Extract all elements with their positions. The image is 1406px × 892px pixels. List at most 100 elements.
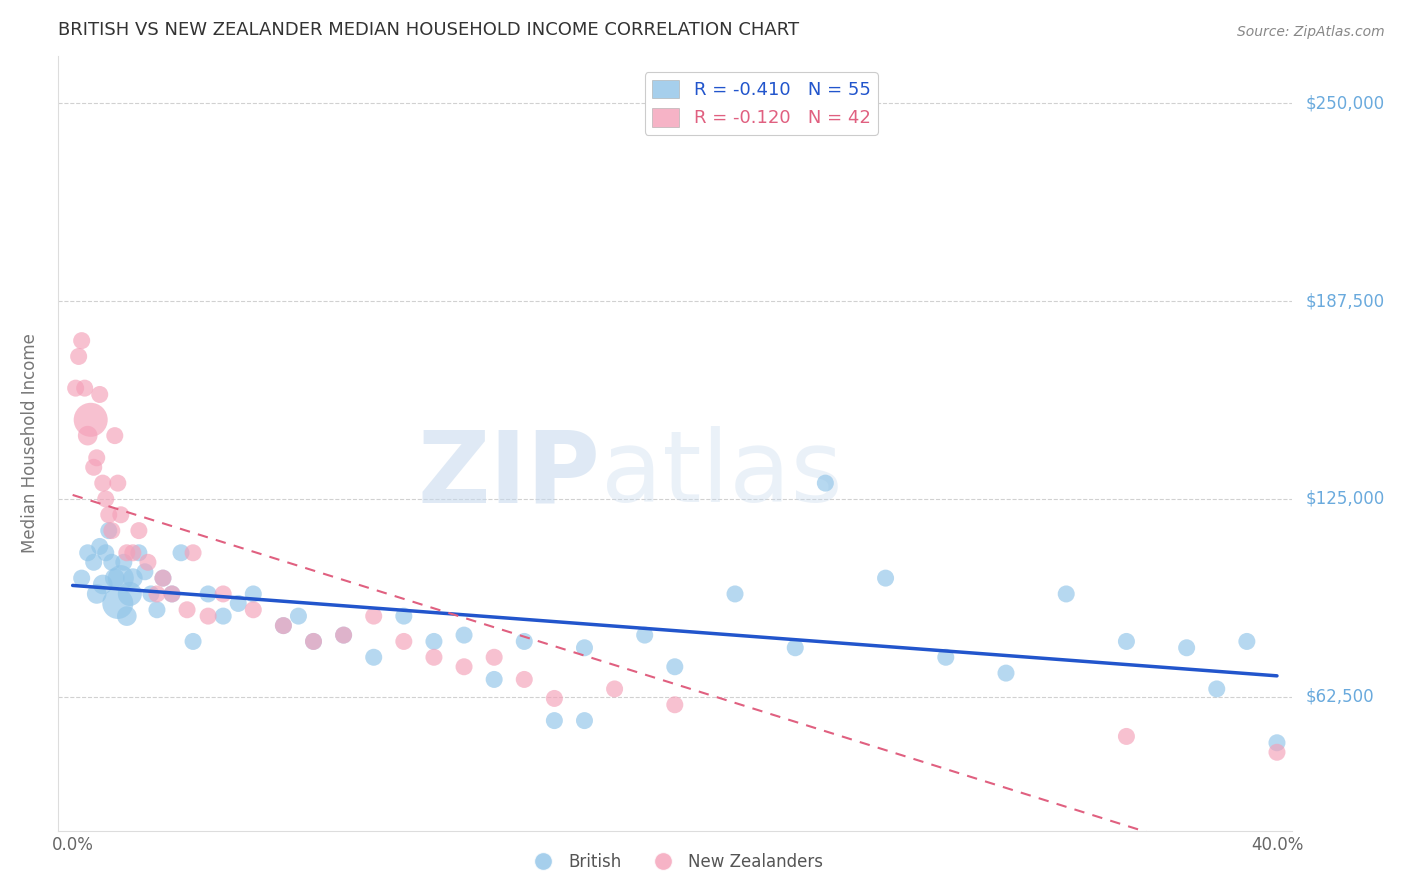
Point (121, 571, 143, 585)
Point (226, 597, 249, 611)
Point (935, 650, 957, 665)
Text: $187,500: $187,500 (1306, 292, 1385, 310)
Point (118, 587, 141, 601)
Point (273, 618, 295, 632)
Point (146, 603, 169, 617)
Point (453, 628, 475, 642)
Point (363, 609, 385, 624)
Point (1236, 634, 1258, 648)
Text: Source: ZipAtlas.com: Source: ZipAtlas.com (1237, 25, 1385, 39)
Point (363, 650, 385, 665)
Point (70, 571, 93, 585)
Point (242, 603, 264, 617)
Point (423, 634, 446, 648)
Point (65, 381, 87, 395)
Text: $62,500: $62,500 (1306, 688, 1375, 706)
Point (242, 587, 264, 601)
Point (482, 673, 505, 687)
Point (1175, 640, 1198, 655)
Point (94, 546, 117, 560)
Point (197, 609, 219, 624)
Point (1115, 730, 1137, 744)
Point (101, 555, 124, 569)
Point (181, 634, 204, 648)
Point (146, 587, 169, 601)
Point (128, 524, 150, 538)
Point (91, 577, 114, 591)
Point (423, 650, 446, 665)
Point (110, 571, 132, 585)
Legend: British, New Zealanders: British, New Zealanders (520, 846, 830, 878)
Point (302, 634, 325, 648)
Point (212, 609, 235, 624)
Point (128, 546, 150, 560)
Point (67, 350, 90, 364)
Point (574, 640, 596, 655)
Point (107, 476, 129, 491)
Text: $250,000: $250,000 (1306, 95, 1385, 112)
Point (995, 666, 1018, 681)
Point (152, 571, 174, 585)
Point (115, 546, 138, 560)
Point (332, 628, 354, 642)
Point (1054, 587, 1077, 601)
Point (121, 546, 143, 560)
Text: ZIP: ZIP (418, 426, 600, 523)
Text: BRITISH VS NEW ZEALANDER MEDIAN HOUSEHOLD INCOME CORRELATION CHART: BRITISH VS NEW ZEALANDER MEDIAN HOUSEHOL… (58, 21, 799, 39)
Point (543, 691, 565, 706)
Text: atlas: atlas (600, 426, 842, 523)
Point (86, 587, 108, 601)
Point (513, 673, 536, 687)
Point (603, 681, 626, 696)
Point (513, 634, 536, 648)
Point (89, 540, 111, 554)
Point (664, 660, 686, 674)
Point (160, 587, 183, 601)
Point (97, 508, 120, 522)
Point (170, 546, 193, 560)
Point (101, 524, 124, 538)
Point (181, 546, 204, 560)
Point (392, 634, 415, 648)
Point (482, 650, 505, 665)
Point (91, 476, 114, 491)
Point (453, 660, 475, 674)
Point (1265, 745, 1288, 759)
Point (392, 609, 415, 624)
Point (1265, 736, 1288, 750)
Point (634, 628, 657, 642)
Y-axis label: Median Household Income: Median Household Income (21, 334, 39, 553)
Point (112, 555, 135, 569)
Point (160, 587, 183, 601)
Point (273, 618, 295, 632)
Point (139, 587, 162, 601)
Point (785, 640, 807, 655)
Point (814, 476, 837, 491)
Point (724, 587, 747, 601)
Point (543, 714, 565, 728)
Point (134, 565, 156, 579)
Point (107, 597, 129, 611)
Point (80, 413, 103, 427)
Point (287, 609, 309, 624)
Point (104, 428, 127, 442)
Point (94, 491, 117, 506)
Point (664, 698, 686, 712)
Point (875, 571, 897, 585)
Point (1205, 681, 1227, 696)
Point (115, 609, 138, 624)
Point (73, 381, 96, 395)
Point (152, 571, 174, 585)
Point (83, 555, 105, 569)
Point (332, 628, 354, 642)
Point (574, 714, 596, 728)
Point (197, 587, 219, 601)
Point (89, 387, 111, 401)
Point (136, 555, 159, 569)
Point (97, 524, 120, 538)
Point (1115, 634, 1137, 648)
Point (176, 603, 198, 617)
Point (302, 634, 325, 648)
Text: $125,000: $125,000 (1306, 490, 1385, 508)
Point (86, 450, 108, 465)
